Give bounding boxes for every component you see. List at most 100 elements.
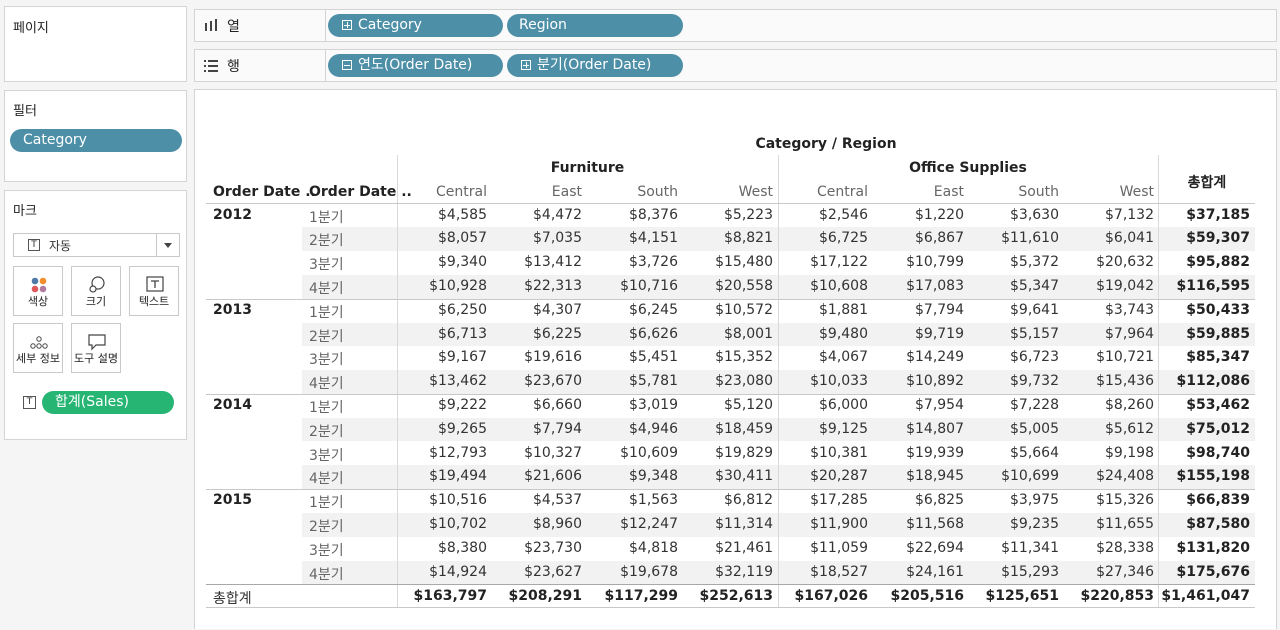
value-cell: $10,702 bbox=[429, 515, 487, 532]
row-total-cell: $98,740 bbox=[1186, 444, 1250, 461]
value-cell: $23,080 bbox=[715, 373, 773, 390]
value-cell: $10,381 bbox=[810, 444, 868, 461]
text-button[interactable]: 텍스트 bbox=[129, 266, 179, 316]
value-cell: $23,627 bbox=[524, 563, 582, 580]
region-header: Central bbox=[817, 184, 868, 200]
value-cell: $10,608 bbox=[810, 277, 868, 294]
value-cell: $2,546 bbox=[819, 206, 868, 223]
value-cell: $4,537 bbox=[533, 492, 582, 509]
value-cell: $19,494 bbox=[429, 468, 487, 485]
quarter-label: 3분기 bbox=[309, 542, 344, 559]
text-mark-icon: T bbox=[28, 239, 40, 251]
value-cell: $19,042 bbox=[1096, 277, 1154, 294]
header-rule bbox=[206, 203, 1255, 204]
quarter-label: 3분기 bbox=[309, 257, 344, 274]
filter-pill-category[interactable]: Category bbox=[10, 129, 182, 152]
value-cell: $6,723 bbox=[1010, 349, 1059, 366]
row-total-cell: $50,433 bbox=[1186, 301, 1250, 318]
filters-card: 필터 Category bbox=[4, 90, 187, 182]
crosstab: Category / Region Furniture Office Supplie… bbox=[195, 90, 1276, 630]
marks-card: 마크 T 자동 색상 크기 텍스트 세부 정보 bbox=[4, 190, 187, 440]
value-cell: $15,352 bbox=[715, 349, 773, 366]
value-cell: $20,287 bbox=[810, 468, 868, 485]
value-cell: $10,572 bbox=[715, 301, 773, 318]
value-cell: $6,626 bbox=[629, 325, 678, 342]
value-cell: $4,585 bbox=[438, 206, 487, 223]
grand-total-cell: $125,651 bbox=[985, 588, 1059, 605]
grand-total-cell: $208,291 bbox=[508, 588, 582, 605]
quarter-label: 2분기 bbox=[309, 328, 344, 345]
measure-pill-sales[interactable]: 합계(Sales) bbox=[42, 391, 174, 414]
value-cell: $12,247 bbox=[620, 515, 678, 532]
column-pill-category[interactable]: Category bbox=[328, 14, 503, 37]
row-pill-year[interactable]: 연도(Order Date) bbox=[328, 54, 503, 77]
color-button[interactable]: 색상 bbox=[13, 266, 63, 316]
year-label: 2014 bbox=[213, 396, 252, 413]
value-cell: $19,829 bbox=[715, 444, 773, 461]
columns-label: 열 bbox=[227, 19, 240, 35]
value-cell: $6,225 bbox=[533, 325, 582, 342]
year-label: 2013 bbox=[213, 301, 252, 318]
value-cell: $8,260 bbox=[1105, 396, 1154, 413]
value-cell: $10,327 bbox=[524, 444, 582, 461]
value-cell: $6,713 bbox=[438, 325, 487, 342]
value-cell: $10,516 bbox=[429, 492, 487, 509]
color-label: 색상 bbox=[27, 295, 49, 308]
grand-total-cell: $220,853 bbox=[1080, 588, 1154, 605]
value-cell: $22,313 bbox=[524, 277, 582, 294]
value-cell: $5,347 bbox=[1010, 277, 1059, 294]
value-cell: $10,716 bbox=[620, 277, 678, 294]
filter-pill-label: Category bbox=[23, 132, 87, 148]
divider bbox=[397, 155, 398, 608]
quarter-label: 2분기 bbox=[309, 233, 344, 250]
expand-icon bbox=[342, 20, 352, 30]
text-label: 텍스트 bbox=[138, 295, 170, 308]
row-total-cell: $66,839 bbox=[1186, 492, 1250, 509]
quarter-label: 1분기 bbox=[309, 209, 344, 226]
collapse-icon bbox=[342, 60, 352, 70]
column-pill-region[interactable]: Region bbox=[507, 14, 683, 37]
mark-type-dropdown[interactable]: T 자동 bbox=[13, 233, 180, 257]
rows-shelf: 행 연도(Order Date) 분기(Order Date) bbox=[194, 49, 1277, 82]
value-cell: $4,946 bbox=[629, 420, 678, 437]
row-total-cell: $131,820 bbox=[1176, 539, 1250, 556]
grand-total-cell: $205,516 bbox=[890, 588, 964, 605]
size-button[interactable]: 크기 bbox=[71, 266, 121, 316]
grand-total-header: 총합계 bbox=[1187, 175, 1227, 191]
detail-button[interactable]: 세부 정보 bbox=[13, 323, 63, 373]
value-cell: $30,411 bbox=[715, 468, 773, 485]
value-cell: $9,340 bbox=[438, 254, 487, 271]
size-icon bbox=[89, 276, 105, 293]
value-cell: $5,005 bbox=[1010, 420, 1059, 437]
value-cell: $11,314 bbox=[715, 515, 773, 532]
value-cell: $11,655 bbox=[1096, 515, 1154, 532]
columns-icon bbox=[205, 19, 217, 31]
marks-title: 마크 bbox=[13, 204, 37, 219]
value-cell: $11,341 bbox=[1001, 539, 1059, 556]
quarter-label: 3분기 bbox=[309, 352, 344, 369]
text-icon bbox=[146, 276, 164, 292]
tooltip-button[interactable]: 도구 설명 bbox=[71, 323, 121, 373]
value-cell: $5,120 bbox=[724, 396, 773, 413]
value-cell: $24,408 bbox=[1096, 468, 1154, 485]
value-cell: $5,612 bbox=[1105, 420, 1154, 437]
value-cell: $7,964 bbox=[1105, 325, 1154, 342]
value-cell: $9,167 bbox=[438, 349, 487, 366]
value-cell: $19,616 bbox=[524, 349, 582, 366]
value-cell: $8,001 bbox=[724, 325, 773, 342]
column-pill-label: Category bbox=[358, 17, 422, 33]
rows-label: 행 bbox=[227, 59, 240, 75]
value-cell: $7,794 bbox=[915, 301, 964, 318]
quarter-label: 4분기 bbox=[309, 376, 344, 393]
rows-icon bbox=[204, 60, 218, 72]
region-header: West bbox=[1119, 184, 1154, 200]
value-cell: $5,664 bbox=[1010, 444, 1059, 461]
column-title: Category / Region bbox=[755, 136, 897, 152]
value-cell: $6,725 bbox=[819, 230, 868, 247]
value-cell: $5,157 bbox=[1010, 325, 1059, 342]
value-cell: $10,892 bbox=[906, 373, 964, 390]
value-cell: $20,558 bbox=[715, 277, 773, 294]
year-rule bbox=[206, 298, 1255, 300]
row-pill-quarter[interactable]: 분기(Order Date) bbox=[507, 54, 683, 77]
value-cell: $8,821 bbox=[724, 230, 773, 247]
